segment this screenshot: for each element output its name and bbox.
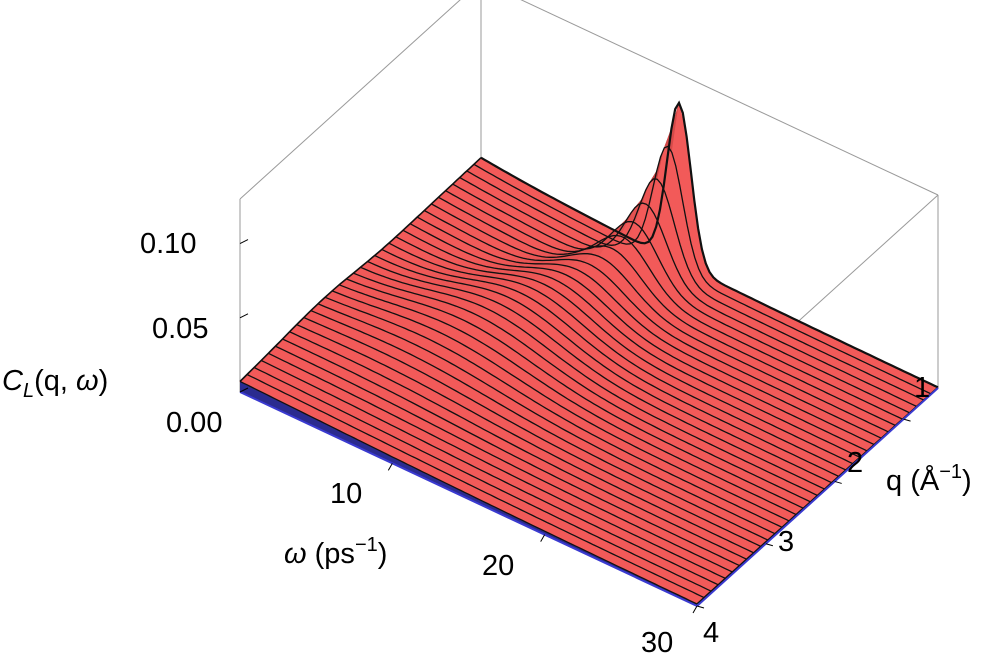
box-edge (520, 0, 939, 196)
surface-mesh-line (246, 373, 705, 599)
surface-mesh-line (261, 359, 719, 586)
y-tick-label: 2 (847, 447, 863, 479)
surface-mesh-line (296, 324, 754, 554)
bounding-box-back (239, 0, 939, 414)
surface-mesh-line (331, 290, 790, 522)
x-tick-mark (387, 463, 393, 471)
surface-mesh-line (317, 303, 776, 535)
surface-mesh-line (310, 310, 769, 541)
surface-mesh-line (381, 248, 840, 477)
surface-mesh-line (409, 223, 868, 452)
y-tick-label: 1 (914, 372, 930, 404)
surface-mesh-line (303, 316, 762, 548)
z-tick-label: 0.05 (152, 313, 208, 345)
surface-edge (239, 157, 482, 382)
surface-mesh-line (438, 196, 896, 427)
y-tick-mark (834, 480, 842, 484)
surface-mesh-line (388, 242, 847, 471)
surface-mesh-line (402, 229, 861, 458)
surface-mesh-line (445, 190, 903, 420)
x-tick-mark (692, 605, 698, 614)
surface-mesh-line (353, 272, 811, 503)
z-tick-mark (239, 313, 249, 319)
y-tick-label: 4 (703, 617, 719, 649)
x-tick-label: 10 (330, 478, 362, 510)
surface-mesh-line (253, 366, 712, 592)
y-tick-mark (903, 418, 911, 422)
y-axis-label: q (Å−1) (886, 461, 972, 497)
surface-mesh-line (431, 203, 889, 433)
box-edge (239, 391, 698, 607)
surface-mesh-line (324, 296, 783, 528)
z-tick-mark (239, 387, 249, 393)
surface-mesh-line (416, 216, 875, 446)
surface-mesh-line (459, 176, 917, 408)
surface-mesh-line (423, 209, 882, 439)
x-axis-label: ω (ps−1) (284, 534, 387, 570)
y-tick-label: 3 (778, 526, 794, 558)
surface-mesh-line (346, 278, 804, 509)
z-axis-label: CL(q, ω) (2, 365, 108, 402)
surface-mesh-line (338, 284, 797, 516)
bounding-box-front (239, 239, 939, 614)
y-tick-mark (765, 543, 773, 547)
x-tick-label: 20 (482, 550, 514, 582)
x-tick-label: 30 (641, 627, 673, 657)
surface-mesh-line (289, 331, 747, 560)
box-edge (239, 0, 461, 200)
surface-mesh-line (395, 236, 854, 465)
surface-mesh-line (275, 345, 733, 573)
x-tick-mark (540, 534, 546, 542)
surface-mesh-line (268, 352, 726, 579)
box-edge (696, 387, 939, 607)
surface-mesh-line (367, 260, 825, 490)
surface-mesh-line (473, 145, 932, 395)
z-tick-mark (239, 239, 249, 244)
surface-mesh-line (466, 170, 925, 401)
surface-mesh-line (239, 380, 698, 605)
y-tick-mark (696, 605, 705, 609)
surface-mesh-line (480, 100, 939, 389)
surface-mesh-line (374, 254, 832, 484)
surface-mesh-lines (239, 100, 939, 605)
z-tick-label: 0.10 (140, 228, 196, 260)
z-tick-label: 0.00 (166, 407, 222, 439)
surface-mesh-line (282, 338, 740, 567)
surface-mesh-line (360, 266, 818, 497)
surface-mesh-line (452, 183, 910, 414)
surface (239, 102, 939, 605)
